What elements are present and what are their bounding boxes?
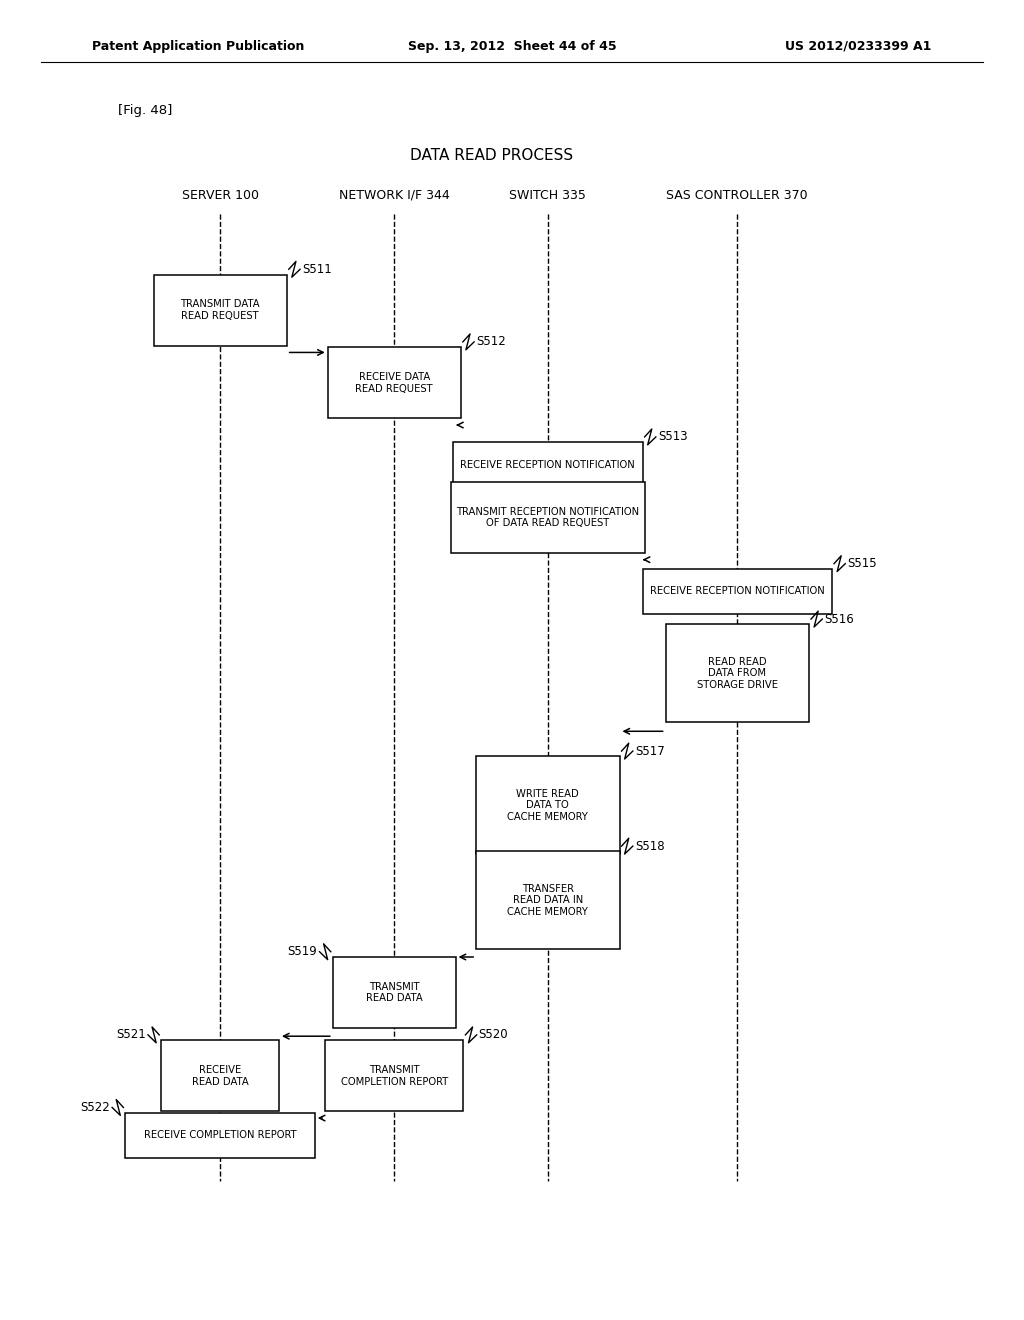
Text: Patent Application Publication: Patent Application Publication [92, 40, 304, 53]
FancyBboxPatch shape [333, 957, 456, 1028]
Text: RECEIVE DATA
READ REQUEST: RECEIVE DATA READ REQUEST [355, 372, 433, 393]
FancyBboxPatch shape [643, 569, 831, 614]
Text: S517: S517 [635, 744, 665, 758]
Text: SERVER 100: SERVER 100 [181, 189, 259, 202]
Text: RECEIVE RECEPTION NOTIFICATION: RECEIVE RECEPTION NOTIFICATION [461, 459, 635, 470]
Text: TRANSMIT RECEPTION NOTIFICATION
OF DATA READ REQUEST: TRANSMIT RECEPTION NOTIFICATION OF DATA … [457, 507, 639, 528]
Text: S512: S512 [476, 335, 506, 348]
Text: S520: S520 [479, 1028, 508, 1041]
Text: WRITE READ
DATA TO
CACHE MEMORY: WRITE READ DATA TO CACHE MEMORY [508, 788, 588, 822]
Text: S522: S522 [80, 1101, 111, 1114]
Text: S518: S518 [635, 840, 665, 853]
Text: SWITCH 335: SWITCH 335 [509, 189, 587, 202]
Text: TRANSMIT
READ DATA: TRANSMIT READ DATA [366, 982, 423, 1003]
FancyBboxPatch shape [162, 1040, 279, 1111]
FancyBboxPatch shape [476, 851, 620, 949]
Text: READ READ
DATA FROM
STORAGE DRIVE: READ READ DATA FROM STORAGE DRIVE [696, 656, 778, 690]
FancyBboxPatch shape [451, 482, 645, 553]
FancyBboxPatch shape [326, 1040, 463, 1111]
Text: S516: S516 [824, 612, 854, 626]
Text: RECEIVE COMPLETION REPORT: RECEIVE COMPLETION REPORT [143, 1130, 297, 1140]
Text: [Fig. 48]: [Fig. 48] [118, 104, 172, 117]
FancyBboxPatch shape [453, 442, 643, 487]
Text: S515: S515 [848, 557, 877, 570]
FancyBboxPatch shape [476, 756, 620, 854]
Text: DATA READ PROCESS: DATA READ PROCESS [410, 148, 573, 164]
Text: S511: S511 [302, 263, 332, 276]
FancyBboxPatch shape [125, 1113, 315, 1158]
Text: RECEIVE RECEPTION NOTIFICATION: RECEIVE RECEPTION NOTIFICATION [650, 586, 824, 597]
Text: RECEIVE
READ DATA: RECEIVE READ DATA [191, 1065, 249, 1086]
Text: TRANSMIT DATA
READ REQUEST: TRANSMIT DATA READ REQUEST [180, 300, 260, 321]
FancyBboxPatch shape [328, 347, 461, 418]
FancyBboxPatch shape [666, 624, 809, 722]
Text: NETWORK I/F 344: NETWORK I/F 344 [339, 189, 450, 202]
Text: Sep. 13, 2012  Sheet 44 of 45: Sep. 13, 2012 Sheet 44 of 45 [408, 40, 616, 53]
Text: S519: S519 [288, 945, 317, 958]
Text: TRANSFER
READ DATA IN
CACHE MEMORY: TRANSFER READ DATA IN CACHE MEMORY [508, 883, 588, 917]
Text: S513: S513 [657, 430, 687, 444]
Text: TRANSMIT
COMPLETION REPORT: TRANSMIT COMPLETION REPORT [341, 1065, 447, 1086]
FancyBboxPatch shape [154, 275, 287, 346]
Text: SAS CONTROLLER 370: SAS CONTROLLER 370 [667, 189, 808, 202]
Text: US 2012/0233399 A1: US 2012/0233399 A1 [785, 40, 932, 53]
Text: S521: S521 [116, 1028, 146, 1041]
